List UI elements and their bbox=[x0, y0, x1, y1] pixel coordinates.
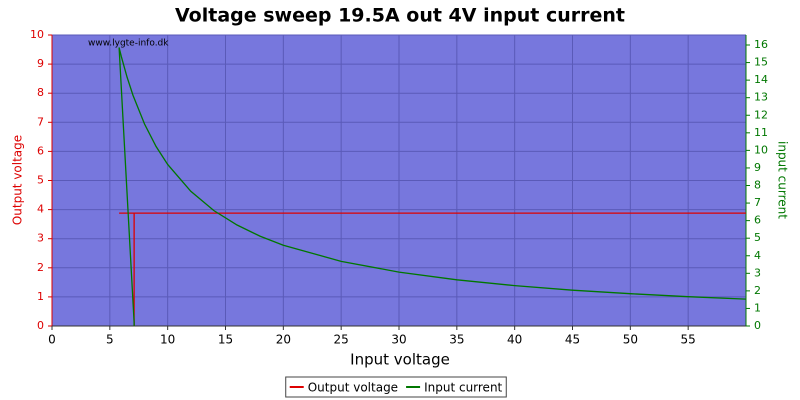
y2-tick-label: 0 bbox=[754, 319, 761, 332]
y-axis-label: Output voltage bbox=[11, 135, 25, 225]
y-tick-label: 0 bbox=[37, 319, 44, 332]
x-tick-label: 55 bbox=[681, 333, 696, 347]
y2-tick-label: 13 bbox=[754, 91, 768, 104]
series-line bbox=[118, 47, 747, 326]
y2-tick-label: 7 bbox=[754, 196, 761, 209]
y2-tick-label: 5 bbox=[754, 231, 761, 244]
y2-tick-label: 2 bbox=[754, 284, 761, 297]
y2-axis-label: input current bbox=[776, 141, 790, 219]
y2-tick-label: 11 bbox=[754, 126, 768, 139]
x-tick-label: 5 bbox=[106, 333, 114, 347]
legend-label: Output voltage bbox=[308, 381, 398, 395]
y2-tick-label: 4 bbox=[754, 249, 761, 262]
y-tick-label: 7 bbox=[37, 115, 44, 128]
x-tick-label: 40 bbox=[507, 333, 522, 347]
y2-tick-label: 8 bbox=[754, 179, 761, 192]
legend-label: Input current bbox=[424, 381, 502, 395]
y2-tick-label: 16 bbox=[754, 38, 768, 51]
y-tick-label: 9 bbox=[37, 57, 44, 70]
y2-tick-label: 6 bbox=[754, 214, 761, 227]
y-tick-label: 6 bbox=[37, 144, 44, 157]
y2-tick-label: 15 bbox=[754, 56, 768, 69]
x-axis-label: Input voltage bbox=[350, 351, 450, 369]
x-tick-label: 30 bbox=[391, 333, 406, 347]
legend bbox=[285, 376, 507, 398]
x-tick-label: 10 bbox=[160, 333, 175, 347]
chart-title: Voltage sweep 19.5A out 4V input current bbox=[175, 5, 625, 27]
x-tick-label: 15 bbox=[218, 333, 233, 347]
y2-tick-label: 9 bbox=[754, 161, 761, 174]
y2-tick-label: 12 bbox=[754, 108, 768, 121]
x-tick-label: 50 bbox=[623, 333, 638, 347]
y-tick-label: 5 bbox=[37, 174, 44, 187]
y2-tick-label: 1 bbox=[754, 301, 761, 314]
y-tick-label: 1 bbox=[37, 290, 44, 303]
y2-tick-label: 10 bbox=[754, 143, 768, 156]
x-tick-label: 35 bbox=[449, 333, 464, 347]
y2-tick-label: 3 bbox=[754, 266, 761, 279]
y2-tick-label: 14 bbox=[754, 73, 768, 86]
y-tick-label: 2 bbox=[37, 261, 44, 274]
x-tick-label: 45 bbox=[565, 333, 580, 347]
x-tick-label: 0 bbox=[48, 333, 56, 347]
x-tick-label: 20 bbox=[276, 333, 291, 347]
x-tick-label: 25 bbox=[334, 333, 349, 347]
y-tick-label: 4 bbox=[37, 203, 44, 216]
y-tick-label: 3 bbox=[37, 232, 44, 245]
watermark: www.lygte-info.dk bbox=[88, 39, 169, 49]
series-line bbox=[119, 212, 746, 326]
y-tick-label: 8 bbox=[37, 86, 44, 99]
y-tick-label: 10 bbox=[30, 28, 44, 41]
